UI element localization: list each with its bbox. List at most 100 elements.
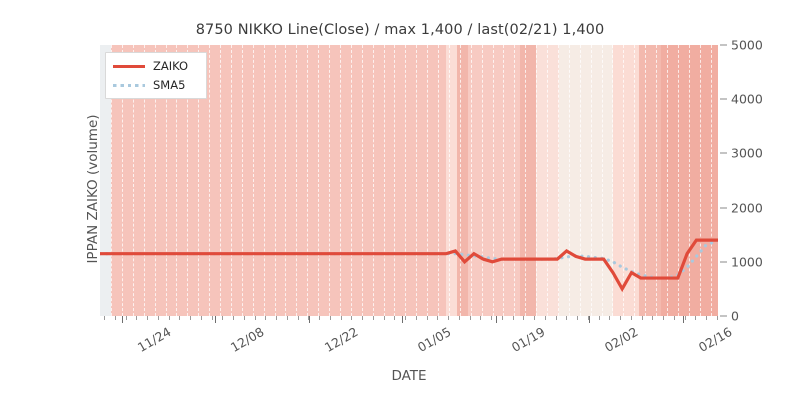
x-tick-label: 01/05: [415, 324, 454, 356]
background-band: [638, 45, 662, 316]
gridline: [121, 45, 124, 316]
x-tick-minor: [437, 316, 439, 320]
x-tick-minor: [706, 316, 707, 320]
page-title: 8750 NIKKO Line(Close) / max 1,400 / las…: [195, 22, 605, 38]
gridline: [394, 45, 396, 316]
gridline: [361, 45, 364, 316]
x-tick-minor: [652, 316, 654, 320]
gridline: [481, 45, 484, 316]
x-tick-minor: [147, 316, 148, 320]
x-tick-minor: [630, 316, 632, 320]
gridline: [656, 45, 658, 316]
legend-item-sma5[interactable]: SMA5: [113, 77, 185, 93]
x-tick-mark: [214, 316, 216, 323]
gridline: [666, 45, 669, 316]
x-tick-minor: [426, 316, 428, 320]
gridline: [416, 45, 418, 316]
gridline: [623, 45, 625, 316]
x-tick-minor: [276, 316, 277, 320]
x-tick-minor: [663, 316, 664, 320]
gridline: [645, 45, 647, 316]
x-axis-title: DATE: [391, 368, 427, 384]
x-tick-minor: [297, 316, 299, 320]
y-tick-mark: [720, 44, 727, 46]
y-tick-label: 3000: [731, 145, 763, 161]
gridline: [372, 45, 375, 316]
legend-item-zaiko[interactable]: ZAIKO: [113, 58, 188, 74]
x-tick-minor: [329, 316, 331, 320]
y-tick-label: 2000: [731, 200, 763, 216]
gridline: [252, 45, 255, 316]
x-tick-minor: [501, 316, 503, 320]
background-band: [520, 45, 537, 316]
x-tick-minor: [179, 316, 181, 320]
x-tick-minor: [372, 316, 374, 320]
gridline: [111, 45, 113, 316]
gridline: [503, 45, 505, 316]
x-tick-minor: [641, 316, 643, 320]
gridline: [307, 45, 309, 316]
gridline: [525, 45, 527, 316]
x-tick-minor: [534, 316, 535, 320]
gridline: [448, 45, 451, 316]
x-tick-minor: [598, 316, 600, 320]
background-band: [468, 45, 521, 316]
chart-legend[interactable]: ZAIKO SMA5: [105, 52, 207, 99]
x-tick-minor: [469, 316, 471, 320]
x-tick-minor: [673, 316, 675, 320]
x-tick-mark: [402, 316, 404, 323]
x-tick-minor: [620, 316, 621, 320]
gridline: [263, 45, 266, 316]
background-band: [100, 45, 112, 316]
x-tick-mark: [589, 316, 591, 323]
gridline: [154, 45, 157, 316]
x-tick-minor: [125, 316, 127, 320]
x-tick-minor: [104, 316, 105, 320]
gridline: [590, 45, 593, 316]
gridline: [176, 45, 178, 316]
x-tick-minor: [222, 316, 224, 320]
legend-swatch-zaiko: [113, 60, 145, 72]
background-band: [558, 45, 613, 316]
y-tick-label: 5000: [731, 37, 763, 53]
gridline: [405, 45, 407, 316]
x-tick-mark: [496, 316, 498, 323]
x-tick-minor: [200, 316, 202, 320]
x-tick-minor: [340, 316, 342, 320]
legend-swatch-sma5: [113, 79, 145, 91]
x-tick-minor: [136, 316, 138, 320]
series-line-sma5: [100, 238, 718, 280]
background-band: [446, 45, 458, 316]
y-tick-mark: [720, 261, 727, 263]
y-tick-label: 1000: [731, 254, 763, 270]
x-tick-minor: [265, 316, 267, 320]
gridline: [220, 45, 222, 316]
x-tick-minor: [480, 316, 482, 320]
gridline: [688, 45, 691, 316]
x-tick-minor: [319, 316, 320, 320]
gridline: [383, 45, 386, 316]
x-tick-minor: [566, 316, 568, 320]
x-tick-minor: [211, 316, 213, 320]
x-tick-minor: [448, 316, 449, 320]
gridline: [339, 45, 342, 316]
background-band: [457, 45, 469, 316]
gridline: [318, 45, 320, 316]
gridline: [547, 45, 549, 316]
x-tick-minor: [544, 316, 546, 320]
y-axis-title: IPPAN ZAIKO (volume): [85, 114, 101, 264]
x-tick-minor: [415, 316, 417, 320]
gridline: [165, 45, 168, 316]
gridline: [699, 45, 702, 316]
gridline: [579, 45, 582, 316]
x-tick-minor: [716, 316, 718, 320]
legend-label-sma5: SMA5: [153, 78, 186, 92]
x-tick-label: 12/22: [321, 324, 361, 356]
x-tick-minor: [523, 316, 525, 320]
plot-area: [100, 45, 718, 316]
x-tick-minor: [458, 316, 460, 320]
gridline: [187, 45, 189, 316]
x-tick-mark: [683, 316, 685, 323]
x-tick-label: 12/08: [227, 324, 267, 356]
y-tick-label: 4000: [731, 91, 763, 107]
